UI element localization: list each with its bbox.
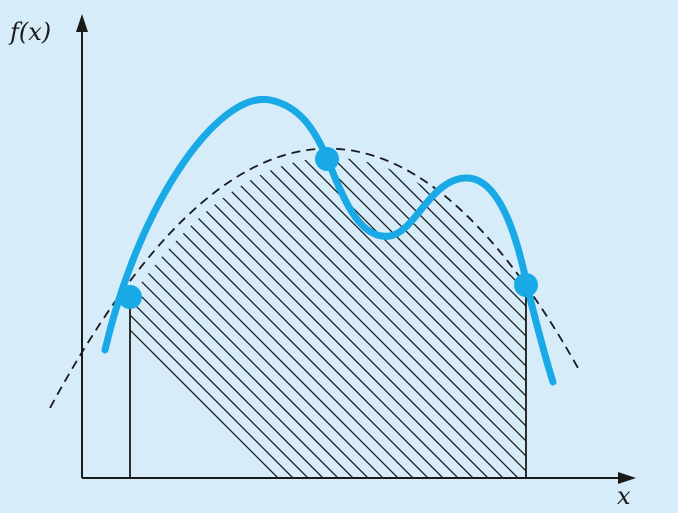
hatch-line: [130, 157, 486, 479]
hatch-line: [130, 157, 321, 479]
hatch-line: [550, 0, 678, 513]
hatch-line: [130, 157, 526, 479]
hatch-line: [279, 157, 526, 479]
sample-point-middle: [315, 147, 339, 171]
hatch-line: [309, 157, 526, 479]
hatch-line: [130, 157, 471, 479]
hatch-line: [655, 0, 678, 513]
hatch-line: [130, 157, 441, 479]
hatch-line: [130, 157, 526, 479]
sample-point-left: [118, 285, 142, 309]
hatch-line: [130, 157, 526, 479]
hatch-line: [130, 157, 526, 479]
hatch-line: [610, 0, 678, 513]
hatch-line: [130, 157, 411, 479]
hatch-line: [130, 157, 381, 479]
function-curve: [101, 95, 557, 386]
hatch-line: [504, 157, 526, 479]
sample-point-right: [514, 273, 538, 297]
hatch-line: [130, 157, 366, 479]
hatch-line: [130, 157, 396, 479]
hatch-line: [459, 157, 526, 479]
hatch-line: [324, 157, 526, 479]
y-axis-label: f(x): [8, 18, 51, 46]
hatch-line: [130, 157, 526, 479]
hatch-line: [130, 157, 526, 479]
approximating-polynomial-curve: [49, 147, 579, 409]
hatch-line: [189, 157, 526, 479]
hatch-line: [204, 157, 526, 479]
hatch-line: [249, 157, 526, 479]
hatch-line: [234, 157, 526, 479]
hatch-line: [130, 157, 456, 479]
hatch-line: [670, 0, 678, 513]
hatch-line: [399, 157, 526, 479]
hatch-line: [519, 157, 526, 479]
hatch-line: [640, 0, 678, 513]
hatch-line: [130, 157, 526, 479]
hatch-line: [429, 157, 526, 479]
hatch-line: [595, 0, 678, 513]
hatch-line: [219, 157, 526, 479]
hatch-line: [354, 157, 526, 479]
x-axis-label: x: [617, 482, 631, 510]
hatch-line: [130, 157, 426, 479]
hatch-line: [130, 157, 351, 479]
hatch-line: [444, 157, 526, 479]
x-axis-arrow: [618, 472, 636, 484]
y-axis-arrow: [76, 14, 88, 32]
hatch-line: [294, 157, 526, 479]
hatch-line: [130, 157, 526, 479]
hatch-line: [414, 157, 526, 479]
hatch-line: [130, 157, 516, 479]
hatch-line: [174, 157, 526, 479]
hatch-line: [535, 0, 678, 513]
hatch-line: [384, 157, 526, 479]
hatch-line: [144, 157, 526, 479]
hatch-line: [625, 0, 678, 513]
hatch-line: [339, 157, 526, 479]
hatch-line: [580, 0, 678, 513]
hatch-line: [565, 0, 678, 513]
hatch-line: [159, 157, 526, 479]
hatch-line: [130, 157, 336, 479]
hatch-line: [130, 157, 526, 479]
hatch-line: [130, 157, 501, 479]
